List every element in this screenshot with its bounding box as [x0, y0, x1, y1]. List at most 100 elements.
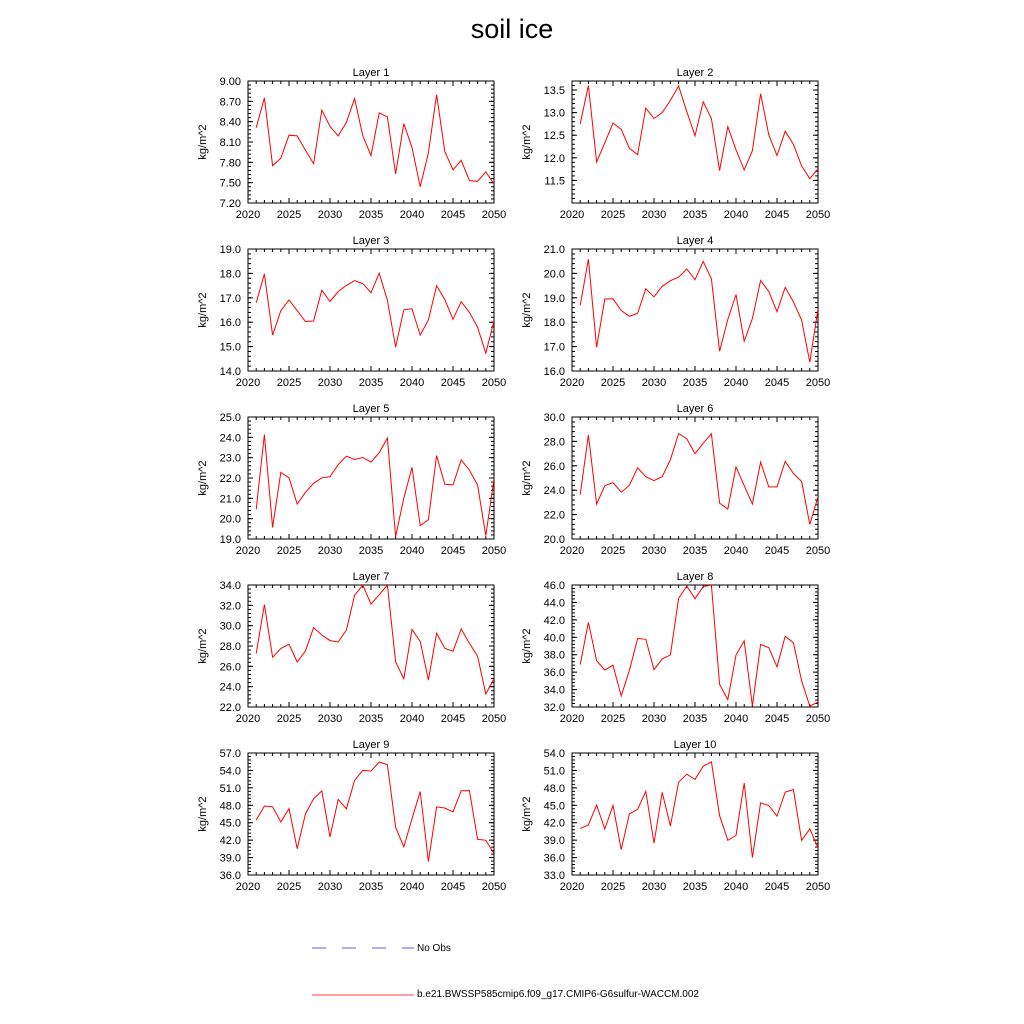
y-tick-label: 22.0 [544, 510, 565, 522]
x-tick-label: 2025 [601, 377, 625, 389]
y-tick-label: 34.0 [220, 580, 241, 592]
x-tick-label: 2040 [724, 377, 748, 389]
panel-title: Layer 4 [677, 235, 714, 247]
x-tick-label: 2045 [441, 713, 465, 725]
x-tick-label: 2020 [236, 545, 260, 557]
x-tick-label: 2020 [236, 713, 260, 725]
x-tick-label: 2035 [359, 377, 383, 389]
x-tick-label: 2035 [683, 545, 707, 557]
y-tick-label: 19.0 [220, 534, 241, 546]
x-tick-label: 2030 [642, 881, 666, 893]
x-tick-label: 2035 [359, 545, 383, 557]
y-tick-label: 54.0 [220, 765, 241, 777]
plot-frame [247, 80, 495, 204]
x-tick-label: 2030 [642, 377, 666, 389]
x-tick-label: 2020 [560, 377, 584, 389]
x-tick-label: 2035 [683, 377, 707, 389]
y-tick-label: 48.0 [220, 800, 241, 812]
x-tick-label: 2050 [806, 713, 830, 725]
y-tick-label: 20.0 [544, 268, 565, 280]
plot-frame [571, 248, 819, 372]
x-tick-label: 2045 [765, 377, 789, 389]
y-tick-label: 20.0 [220, 514, 241, 526]
y-tick-label: 36.0 [220, 870, 241, 882]
y-axis-label: kg/m^2 [521, 124, 533, 159]
x-tick-label: 2045 [765, 881, 789, 893]
x-tick-label: 2025 [601, 545, 625, 557]
y-tick-label: 36.0 [544, 853, 565, 865]
x-tick-label: 2050 [806, 209, 830, 221]
legend-model-label: b.e21.BWSSP585cmip6.f09_g17.CMIP6-G6sulf… [417, 989, 699, 1000]
y-tick-label: 24.0 [544, 485, 565, 497]
y-tick-label: 21.0 [220, 493, 241, 505]
x-tick-label: 2035 [359, 209, 383, 221]
y-tick-label: 17.0 [220, 293, 241, 305]
y-tick-label: 16.0 [544, 366, 565, 378]
series-line-layer-7 [255, 585, 494, 696]
y-tick-label: 7.80 [220, 157, 241, 169]
panel-layer-8: Layer 8 kg/m^2 2020 2025 2030 2035 2040 2045 205… [521, 571, 830, 725]
series-line-layer-8 [579, 585, 818, 707]
y-tick-label: 20.0 [544, 534, 565, 546]
x-tick-label: 2020 [560, 545, 584, 557]
x-tick-label: 2035 [683, 713, 707, 725]
panel-title: Layer 2 [677, 67, 714, 79]
x-tick-label: 2040 [400, 713, 424, 725]
y-axis-label: kg/m^2 [521, 796, 533, 831]
panel-layer-10: Layer 10 kg/m^2 2020 2025 2030 2035 2040 2045 20… [521, 739, 830, 893]
y-tick-label: 13.0 [544, 108, 565, 120]
x-tick-label: 2020 [236, 881, 260, 893]
x-tick-label: 2035 [359, 713, 383, 725]
x-tick-label: 2025 [277, 545, 301, 557]
x-tick-label: 2040 [724, 545, 748, 557]
y-axis-label: kg/m^2 [521, 628, 533, 663]
y-tick-label: 18.0 [544, 317, 565, 329]
x-tick-label: 2030 [642, 713, 666, 725]
y-axis-label: kg/m^2 [521, 460, 533, 495]
panel-title: Layer 9 [353, 739, 390, 751]
y-tick-label: 26.0 [220, 661, 241, 673]
y-axis-label: kg/m^2 [521, 292, 533, 327]
x-tick-label: 2035 [683, 881, 707, 893]
y-tick-label: 23.0 [220, 453, 241, 465]
y-tick-label: 32.0 [544, 702, 565, 714]
x-tick-label: 2050 [806, 881, 830, 893]
y-tick-label: 51.0 [544, 765, 565, 777]
legend-no-obs-label: No Obs [417, 943, 451, 954]
panel-title: Layer 8 [677, 571, 714, 583]
y-tick-label: 12.0 [544, 153, 565, 165]
y-tick-label: 44.0 [544, 597, 565, 609]
x-tick-label: 2030 [642, 209, 666, 221]
y-tick-label: 45.0 [544, 800, 565, 812]
x-tick-label: 2045 [441, 545, 465, 557]
y-tick-label: 13.5 [544, 85, 565, 97]
y-tick-label: 34.0 [544, 685, 565, 697]
y-tick-label: 51.0 [220, 783, 241, 795]
x-tick-label: 2050 [482, 545, 506, 557]
x-tick-label: 2030 [318, 881, 342, 893]
y-tick-label: 39.0 [544, 835, 565, 847]
panel-layer-9: Layer 9 kg/m^2 2020 2025 2030 2035 2040 2045 205… [197, 739, 506, 893]
chart-title: soil ice [470, 14, 554, 44]
x-tick-label: 2040 [724, 881, 748, 893]
x-tick-label: 2025 [601, 881, 625, 893]
y-tick-label: 21.0 [544, 244, 565, 256]
x-tick-label: 2030 [642, 545, 666, 557]
y-axis-label: kg/m^2 [197, 628, 209, 663]
x-tick-label: 2045 [441, 377, 465, 389]
y-tick-label: 7.50 [220, 178, 241, 190]
y-tick-label: 33.0 [544, 870, 565, 882]
series-line-layer-6 [579, 432, 818, 525]
y-tick-label: 36.0 [544, 667, 565, 679]
series-line-layer-1 [255, 94, 494, 187]
panel-title: Layer 5 [353, 403, 390, 415]
x-tick-label: 2040 [724, 209, 748, 221]
x-tick-label: 2050 [806, 377, 830, 389]
y-tick-label: 57.0 [220, 748, 241, 760]
panel-layer-5: Layer 5 kg/m^2 2020 2025 2030 2035 2040 2045 205… [197, 403, 506, 557]
y-tick-label: 24.0 [220, 432, 241, 444]
y-tick-label: 24.0 [220, 682, 241, 694]
y-tick-label: 26.0 [544, 461, 565, 473]
y-tick-label: 8.40 [220, 117, 241, 129]
